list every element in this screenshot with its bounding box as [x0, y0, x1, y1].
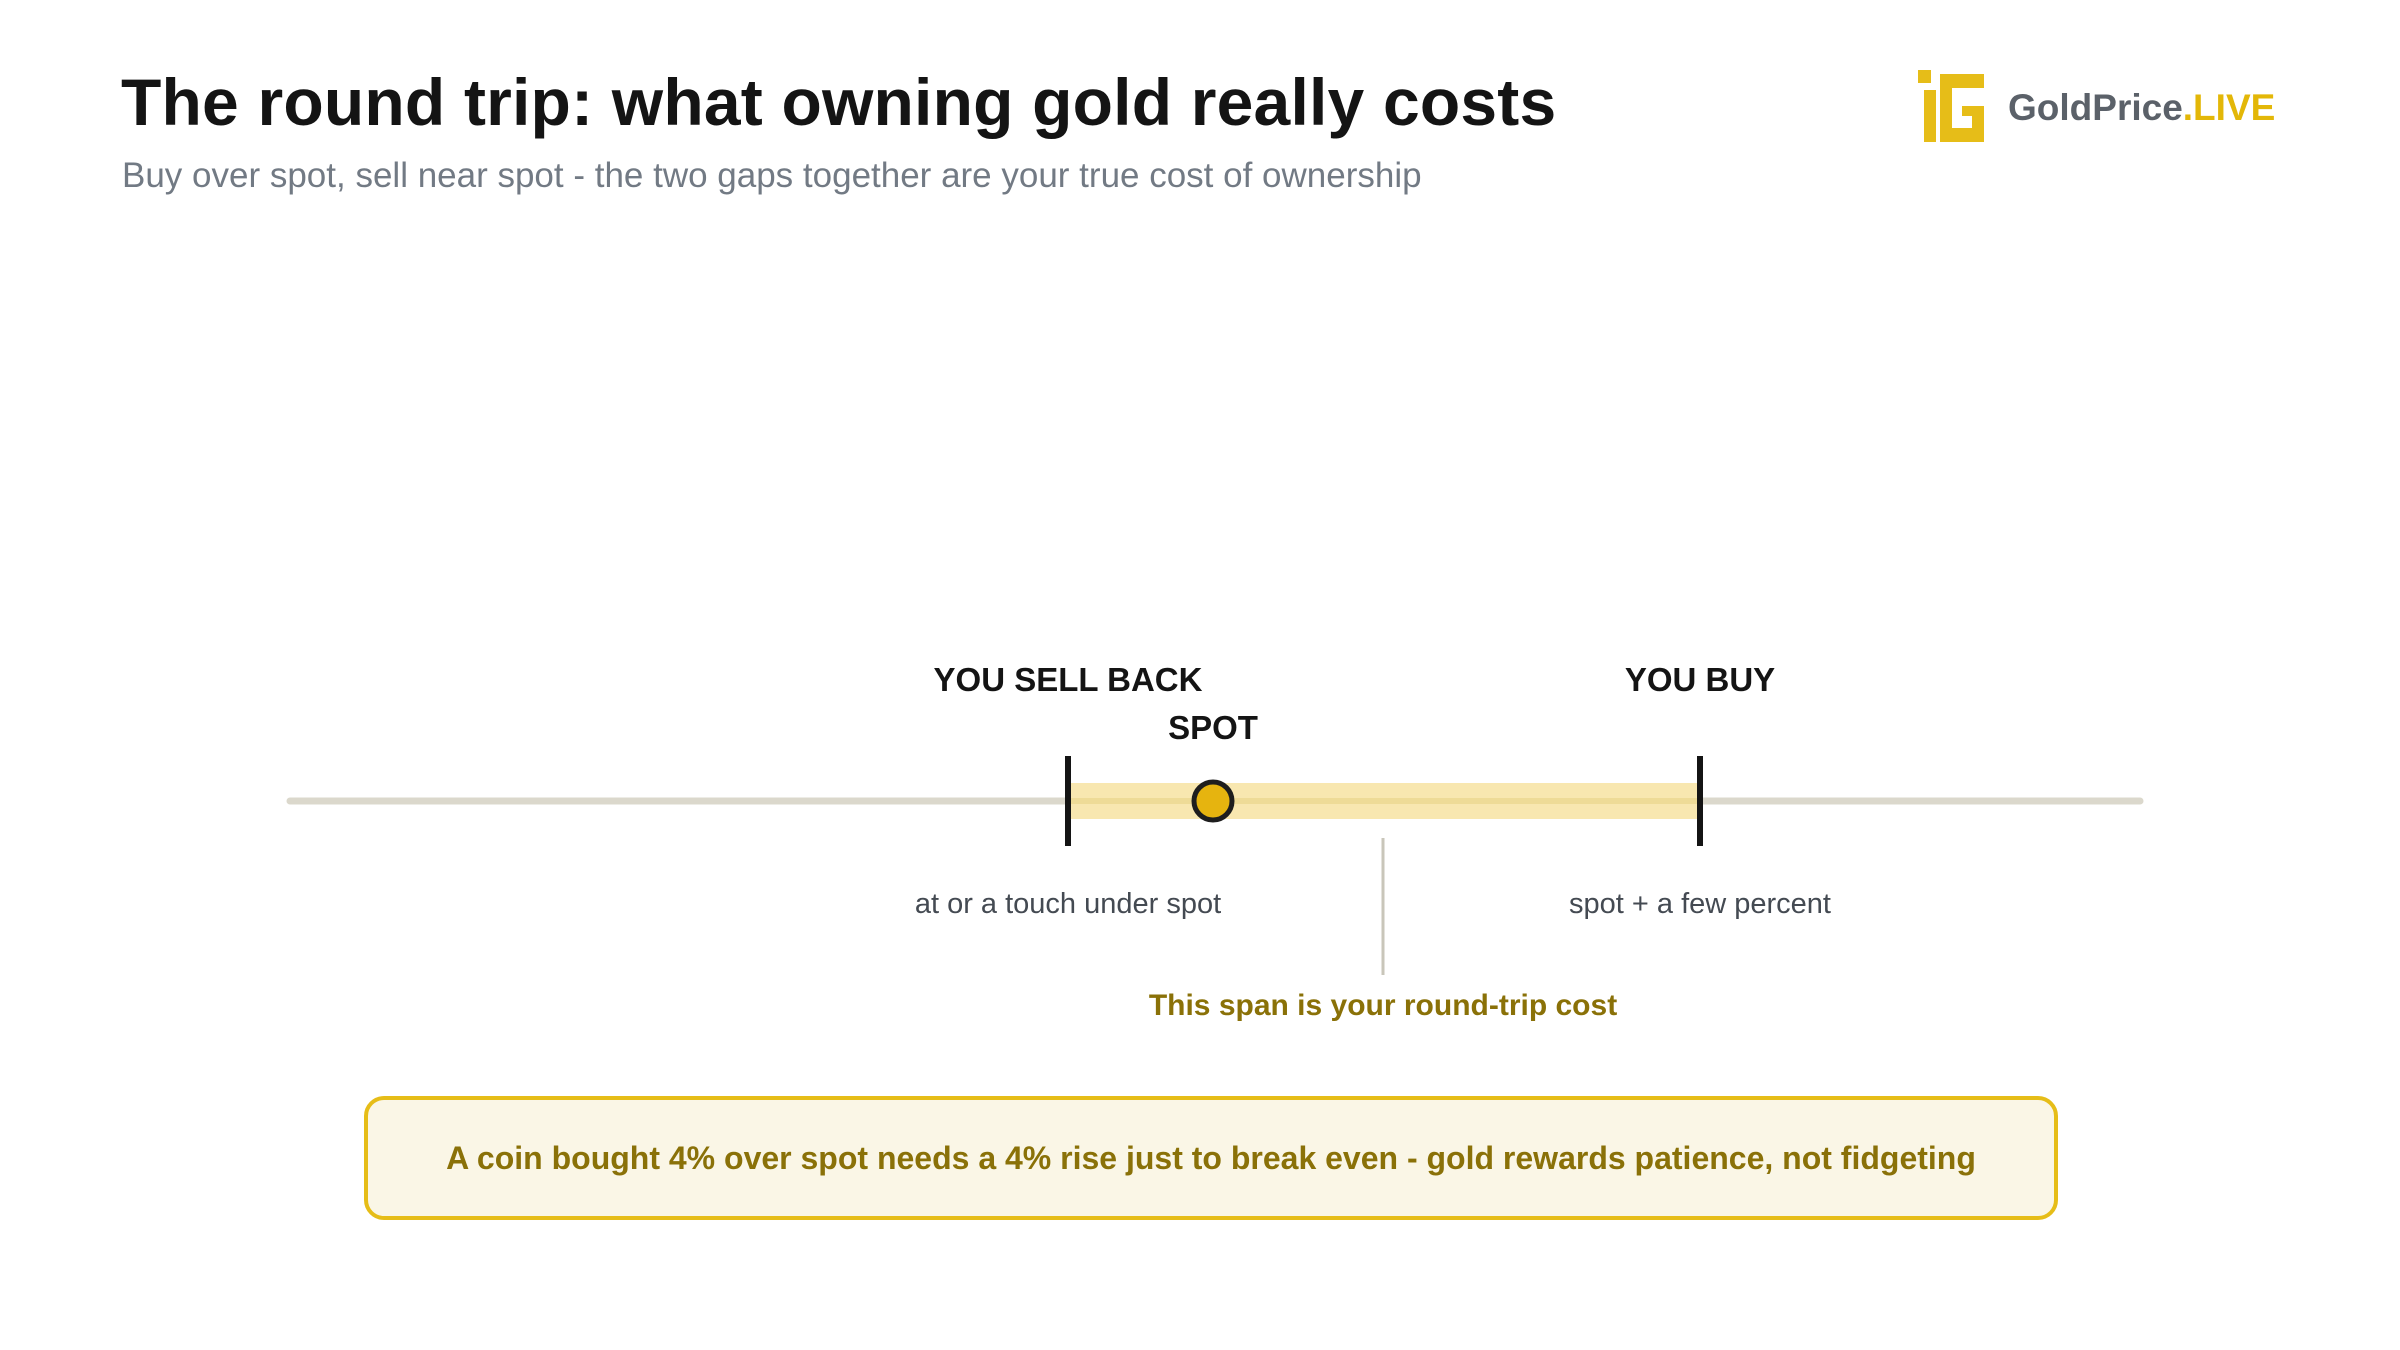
sell-label: YOU SELL BACK	[934, 661, 1203, 698]
page-subtitle: Buy over spot, sell near spot - the two …	[122, 156, 1422, 195]
sell-note: at or a touch under spot	[915, 888, 1221, 920]
logo-name: GoldPrice	[2008, 87, 2183, 128]
page-title: The round trip: what owning gold really …	[121, 65, 1557, 139]
brand-logo: GoldPrice.LIVE	[1918, 70, 2275, 146]
logo-suffix: .LIVE	[2182, 87, 2276, 128]
callout-text: A coin bought 4% over spot needs a 4% ri…	[446, 1139, 1976, 1176]
buy-note: spot + a few percent	[1569, 888, 1831, 920]
logo-wordmark: GoldPrice.LIVE	[2008, 87, 2275, 129]
goldprice-logo-icon	[1918, 70, 1984, 142]
spot-marker	[1191, 779, 1235, 823]
takeaway-callout: A coin bought 4% over spot needs a 4% ri…	[364, 1096, 2058, 1220]
buy-label: YOU BUY	[1625, 661, 1775, 698]
span-note: This span is your round-trip cost	[1149, 989, 1617, 1022]
spot-label: SPOT	[1168, 709, 1258, 746]
